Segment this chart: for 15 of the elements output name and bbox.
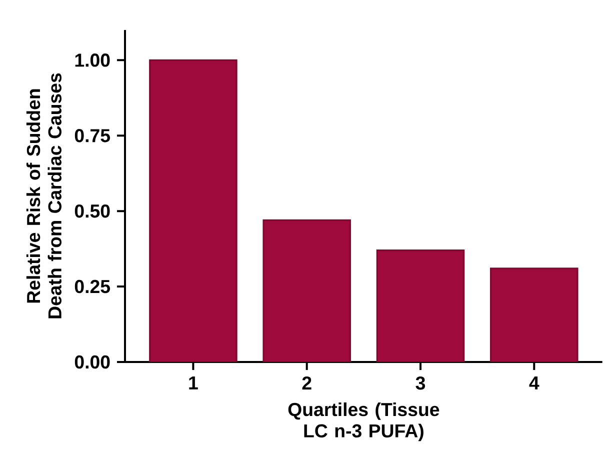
x-tick-label: 1 bbox=[189, 376, 198, 390]
bar bbox=[149, 59, 238, 362]
x-tick-label: 2 bbox=[302, 376, 312, 390]
y-tick-label: 0.25 bbox=[74, 280, 110, 294]
bar bbox=[490, 268, 578, 362]
y-tick-label: 0.75 bbox=[74, 129, 110, 142]
x-tick-label: 3 bbox=[416, 376, 426, 390]
y-tick-label: 0.50 bbox=[74, 204, 110, 218]
y-tick-label: 1.00 bbox=[75, 54, 110, 67]
bar bbox=[376, 250, 465, 362]
y-tick-label: 0.00 bbox=[74, 355, 110, 369]
x-tick-label: 4 bbox=[529, 376, 540, 390]
y-axis-title: Relative Risk of Sudden Death from Cardiac Causes bbox=[26, 73, 62, 318]
bar bbox=[262, 219, 351, 362]
x-axis-title: Quartiles (Tissue LC n-3 PUFA) bbox=[288, 402, 440, 442]
